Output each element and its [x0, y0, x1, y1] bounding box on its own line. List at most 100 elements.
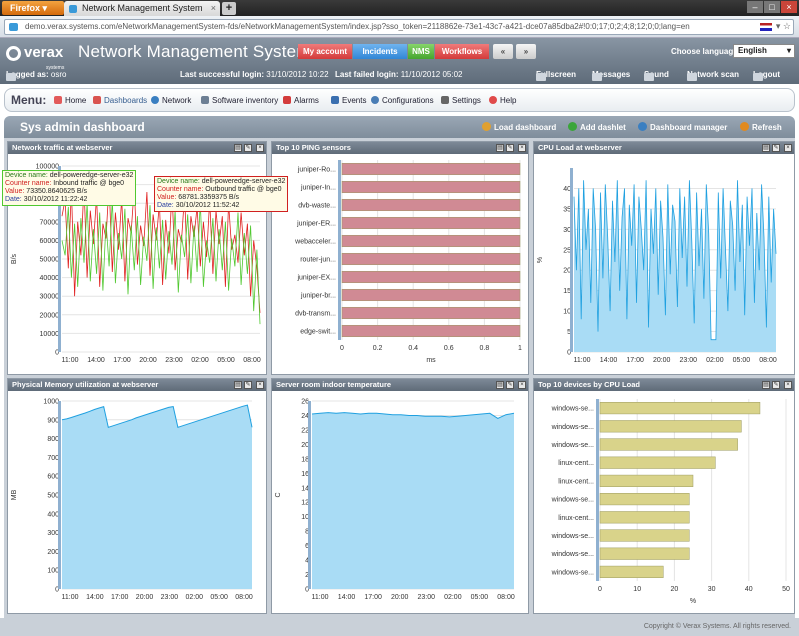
- incidents-button[interactable]: Incidents: [353, 44, 407, 59]
- panel-edit-icon[interactable]: ✎: [772, 144, 780, 152]
- y-tick-label: 6: [305, 543, 309, 550]
- panel-export-icon[interactable]: ▤: [234, 381, 242, 389]
- panel-edit-icon[interactable]: ✎: [244, 381, 252, 389]
- category-label: router-jun...: [300, 257, 336, 264]
- sound-button[interactable]: Sound: [644, 70, 669, 81]
- y-tick-label: 40: [563, 186, 571, 193]
- menu-item-settings[interactable]: Settings: [441, 96, 481, 105]
- minimize-icon[interactable]: –: [747, 1, 763, 13]
- menu-item-events[interactable]: Events: [331, 96, 366, 105]
- dropdown-icon[interactable]: ▾: [775, 21, 781, 31]
- logout-button[interactable]: Logout: [753, 70, 780, 81]
- add-dashlet-button[interactable]: Add dashlet: [568, 122, 626, 132]
- series-line: [311, 412, 515, 419]
- menu-item-network[interactable]: Network: [151, 96, 191, 105]
- close-window-icon[interactable]: ×: [781, 1, 797, 13]
- logged-as-user: osro: [50, 70, 67, 79]
- scroll-right-button[interactable]: »: [516, 44, 536, 59]
- series-line: [61, 404, 253, 428]
- bar: [341, 306, 521, 320]
- tooltip-inbound: Device name: dell-poweredge-server-e32 C…: [2, 170, 137, 206]
- series-line: [61, 199, 261, 325]
- nms-button[interactable]: NMS: [408, 44, 434, 59]
- x-tick-label: 50: [782, 586, 790, 593]
- tab-favicon-icon: [69, 5, 77, 13]
- new-tab-button[interactable]: +: [222, 2, 236, 15]
- last-failed-value: 11/10/2012 05:02: [400, 70, 463, 79]
- panel-close-icon[interactable]: ×: [256, 381, 264, 389]
- bar: [341, 288, 521, 302]
- tip-label: Date:: [157, 202, 174, 209]
- bookmark-star-icon[interactable]: ☆: [782, 21, 791, 31]
- panel-export-icon[interactable]: ▤: [234, 144, 242, 152]
- x-tick-label: 08:00: [235, 594, 253, 601]
- menu-item-configurations[interactable]: Configurations: [371, 96, 434, 105]
- dashboard-manager-button[interactable]: Dashboard manager: [638, 122, 727, 132]
- x-tick-label: 23:00: [165, 357, 183, 364]
- panel-close-icon[interactable]: ×: [784, 381, 792, 389]
- y-tick-label: 35: [563, 206, 571, 213]
- area-fill: [312, 412, 514, 589]
- y-axis-bar: [308, 401, 311, 589]
- network-scan-button[interactable]: Network scan: [687, 70, 739, 81]
- y-tick-label: 2: [305, 572, 309, 579]
- status-row: Logged as: osro Last successful login: 3…: [0, 67, 799, 84]
- browser-tab[interactable]: Network Management System ×: [64, 1, 220, 16]
- y-tick-label: 400: [47, 511, 59, 518]
- menu-item-software-inventory[interactable]: Software inventory: [201, 96, 278, 105]
- y-tick-label: 50000: [40, 257, 60, 264]
- x-tick-label: 0: [598, 586, 602, 593]
- menu-alarms-label: Alarms: [294, 96, 319, 105]
- x-tick-label: 02:00: [186, 594, 204, 601]
- menu-item-dashboards[interactable]: Dashboards: [93, 96, 147, 105]
- panel-close-icon[interactable]: ×: [518, 144, 526, 152]
- fullscreen-button[interactable]: Fullscreen: [536, 70, 576, 81]
- refresh-button[interactable]: Refresh: [740, 122, 782, 132]
- tooltip-outbound: Device name: dell-poweredge-server-e32 C…: [154, 176, 289, 212]
- x-tick-label: 11:00: [62, 357, 79, 364]
- panel-export-icon[interactable]: ▤: [496, 144, 504, 152]
- tip-value: 30/10/2012 11:52:42: [175, 202, 240, 209]
- site-identity-icon[interactable]: [9, 23, 18, 31]
- panel-export-icon[interactable]: ▤: [762, 381, 770, 389]
- sound-label: Sound: [644, 70, 669, 79]
- panel-export-icon[interactable]: ▤: [762, 144, 770, 152]
- scroll-left-button[interactable]: «: [493, 44, 513, 59]
- close-tab-icon[interactable]: ×: [210, 3, 216, 13]
- messages-button[interactable]: Messages: [592, 70, 630, 81]
- menu-item-alarms[interactable]: Alarms: [283, 96, 319, 105]
- firefox-menu-button[interactable]: Firefox ▾: [2, 1, 64, 15]
- load-dashboard-button[interactable]: Load dashboard: [482, 122, 556, 132]
- category-label: linux-cent...: [558, 460, 594, 467]
- menu-settings-label: Settings: [452, 96, 481, 105]
- menu-item-home[interactable]: Home: [54, 96, 86, 105]
- last-failed-label: Last failed login:: [335, 70, 399, 79]
- panel-edit-icon[interactable]: ✎: [244, 144, 252, 152]
- language-select[interactable]: English: [733, 44, 795, 58]
- y-tick-label: 100: [47, 568, 59, 575]
- maximize-icon[interactable]: □: [764, 1, 780, 13]
- url-bar-right: ▾ ☆: [759, 21, 791, 32]
- panel-edit-icon[interactable]: ✎: [506, 144, 514, 152]
- panel-export-icon[interactable]: ▤: [496, 381, 504, 389]
- x-tick-label: 20:00: [139, 357, 157, 364]
- panel-title: Top 10 PING sensors: [272, 142, 528, 154]
- y-tick-label: 40000: [40, 275, 60, 282]
- url-input[interactable]: demo.verax.systems.com/eNetworkManagemen…: [4, 19, 794, 35]
- panel-edit-icon[interactable]: ✎: [772, 381, 780, 389]
- x-tick-label: 02:00: [444, 594, 462, 601]
- y-tick-label: 700: [47, 455, 59, 462]
- tip-label: Value:: [5, 188, 25, 195]
- x-tick-label: 40: [745, 586, 753, 593]
- panel-close-icon[interactable]: ×: [784, 144, 792, 152]
- panel-close-icon[interactable]: ×: [256, 144, 264, 152]
- menu-item-help[interactable]: Help: [489, 96, 516, 105]
- x-tick-label: 08:00: [497, 594, 515, 601]
- events-icon: [331, 96, 339, 104]
- workflows-button[interactable]: Workflows: [435, 44, 489, 59]
- category-label: juniper-Ro...: [297, 167, 336, 174]
- my-account-button[interactable]: My account: [298, 44, 352, 59]
- refresh-label: Refresh: [752, 123, 782, 132]
- panel-close-icon[interactable]: ×: [518, 381, 526, 389]
- panel-edit-icon[interactable]: ✎: [506, 381, 514, 389]
